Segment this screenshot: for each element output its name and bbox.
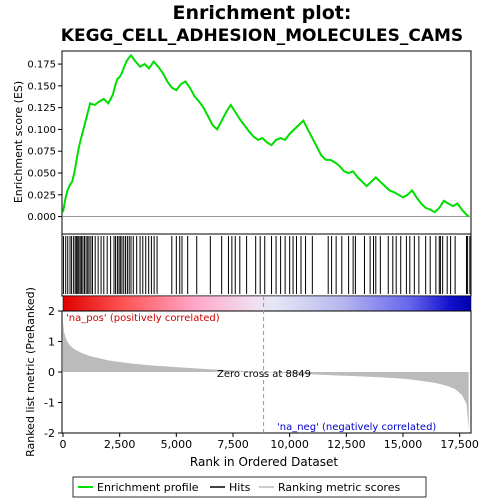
x-tick-label: 5,000 bbox=[161, 438, 193, 451]
hits-panel bbox=[61, 233, 472, 297]
es-panel: 0.000 0.025 0.050 0.075 0.100 0.125 0.150 0.175… bbox=[12, 50, 472, 235]
es-y-tick-label: 0.100 bbox=[27, 125, 56, 136]
pos-correlated-label: 'na_pos' (positively correlated) bbox=[66, 313, 220, 324]
legend-ranking-metric-scores: Ranking metric scores bbox=[278, 481, 400, 494]
x-axis-ticks: 0 2,500 5,000 7,500 10,000 12,500 15,000 17,500 bbox=[60, 433, 479, 451]
x-tick-label: 15,000 bbox=[384, 438, 423, 451]
metric-y-axis-label: Ranked list metric (PreRanked) bbox=[24, 287, 37, 457]
legend-hits: Hits bbox=[229, 481, 251, 494]
es-y-axis-label: Enrichment score (ES) bbox=[12, 81, 25, 203]
es-y-tick-label: 0.150 bbox=[27, 81, 56, 92]
x-tick-label: 7,500 bbox=[217, 438, 249, 451]
ranking-metric-area bbox=[63, 321, 469, 430]
metric-y-tick-label: 0 bbox=[48, 366, 55, 379]
legend-enrichment-profile: Enrichment profile bbox=[97, 481, 199, 494]
hit-markers bbox=[62, 236, 471, 294]
es-y-tick-label: 0.050 bbox=[27, 169, 56, 180]
metric-y-tick-label: 1 bbox=[48, 336, 55, 349]
legend-frame bbox=[72, 476, 427, 498]
chart-title-line1: Enrichment plot: bbox=[173, 2, 352, 24]
es-y-tick-label: 0.075 bbox=[27, 147, 56, 158]
chart-title-line2: KEGG_CELL_ADHESION_MOLECULES_CAMS bbox=[61, 26, 463, 46]
hits-panel-frame bbox=[61, 233, 472, 297]
metric-y-tick-label: 2 bbox=[48, 305, 55, 318]
ranked-metric-panel: -2 -1 0 1 2 0 2,500 5,000 7,500 10,000 12,500 15,0… bbox=[24, 287, 479, 469]
rank-color-bar bbox=[62, 295, 472, 312]
metric-y-tick-label: -1 bbox=[44, 397, 55, 410]
es-y-tick-label: 0.175 bbox=[27, 60, 56, 71]
es-y-ticks: 0.000 0.025 0.050 0.075 0.100 0.125 0.150 0.175 bbox=[27, 60, 62, 223]
neg-correlated-label: 'na_neg' (negatively correlated) bbox=[277, 422, 436, 433]
zero-cross-label: Zero cross at 8849 bbox=[217, 369, 311, 380]
x-tick-label: 0 bbox=[60, 438, 67, 451]
x-tick-label: 10,000 bbox=[270, 438, 309, 451]
x-tick-label: 2,500 bbox=[104, 438, 136, 451]
es-y-tick-label: 0.000 bbox=[27, 212, 56, 223]
legend: Enrichment profile Hits Ranking metric s… bbox=[72, 476, 427, 498]
x-tick-label: 17,500 bbox=[440, 438, 479, 451]
es-profile-line bbox=[62, 53, 470, 218]
es-y-tick-label: 0.125 bbox=[27, 103, 56, 114]
x-axis-label: Rank in Ordered Dataset bbox=[190, 455, 338, 469]
metric-y-tick-label: -2 bbox=[44, 427, 55, 440]
metric-y-ticks: -2 -1 0 1 2 bbox=[44, 305, 62, 440]
x-tick-label: 12,500 bbox=[327, 438, 366, 451]
es-y-tick-label: 0.025 bbox=[27, 190, 56, 201]
